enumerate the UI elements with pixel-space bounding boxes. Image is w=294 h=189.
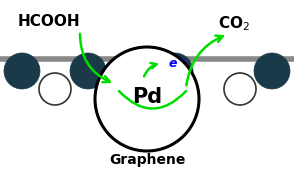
Circle shape [39, 73, 71, 105]
Circle shape [95, 47, 199, 151]
Circle shape [131, 73, 163, 105]
Circle shape [157, 53, 193, 89]
Text: CO$_2$: CO$_2$ [218, 14, 250, 33]
Circle shape [254, 53, 290, 89]
Text: Pd: Pd [132, 87, 162, 107]
Text: e$^-$: e$^-$ [168, 59, 187, 71]
Circle shape [70, 53, 106, 89]
Circle shape [224, 73, 256, 105]
Text: HCOOH: HCOOH [18, 14, 81, 29]
Text: Graphene: Graphene [109, 153, 185, 167]
Circle shape [4, 53, 40, 89]
